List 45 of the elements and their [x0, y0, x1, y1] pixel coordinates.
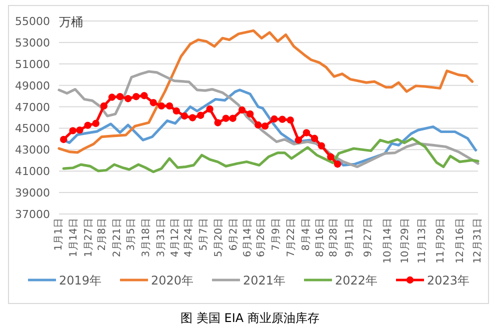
xtick-label: 6月2日 [228, 218, 240, 251]
ytick-label: 47000 [15, 100, 50, 114]
legend-label: 2021年 [243, 274, 286, 288]
legend-label: 2022年 [335, 274, 378, 288]
ytick-label: 37000 [15, 208, 50, 221]
xtick-label: 8月28日 [328, 218, 340, 258]
xtick-label: 11月29日 [436, 218, 447, 264]
xtick-label: 2月21日 [112, 218, 124, 258]
xtick-label: 4月12日 [170, 218, 181, 258]
xtick-label: 7月9日 [271, 218, 282, 251]
xtick-label: 10月14日 [382, 218, 394, 264]
xtick-label: 8月16日 [314, 218, 326, 258]
xtick-label: 2月8日 [97, 218, 108, 251]
ytick-label: 53000 [15, 36, 50, 50]
ytick-label: 55000 [15, 15, 50, 28]
ytick-label: 43000 [15, 144, 50, 157]
xtick-label: 9月27日 [363, 218, 374, 258]
ylabel: 万桶 [59, 15, 83, 29]
xtick-label: 1月1日 [54, 218, 64, 251]
xtick-label: 10月29日 [400, 218, 411, 264]
ytick-label: 39000 [15, 186, 50, 200]
xtick-label: 7月22日 [286, 218, 298, 258]
ytick-label: 49000 [15, 79, 50, 92]
ytick-label: 51000 [15, 58, 50, 71]
ytick-label: 41000 [15, 165, 50, 178]
xtick-label: 5月7日 [198, 218, 210, 251]
xtick-label: 12月16日 [455, 218, 466, 264]
xtick-label: 1月14日 [68, 218, 80, 258]
legend-label: 2023年 [427, 274, 470, 288]
xtick-label: 1月27日 [83, 218, 94, 258]
xtick-label: 6月26日 [256, 218, 268, 258]
xtick-label: 11月13日 [417, 218, 428, 264]
xtick-label: 12月31日 [472, 218, 484, 264]
xtick-label: 5月20日 [214, 218, 224, 258]
xtick-label: 3月31日 [156, 218, 167, 258]
xtick-label: 3月5日 [126, 218, 138, 251]
annotation: 图 美国 EIA 商业原油库存 [180, 311, 320, 325]
legend-label: 2020年 [151, 274, 194, 288]
xtick-label: 6月14日 [242, 218, 254, 258]
xtick-label: 9月11日 [344, 218, 356, 258]
legend-label: 2019年 [59, 274, 102, 288]
xtick-label: 8月4日 [300, 218, 312, 251]
xtick-label: 3月18日 [140, 218, 152, 258]
ytick-label: 45000 [15, 122, 50, 136]
xtick-label: 4月24日 [184, 218, 195, 258]
